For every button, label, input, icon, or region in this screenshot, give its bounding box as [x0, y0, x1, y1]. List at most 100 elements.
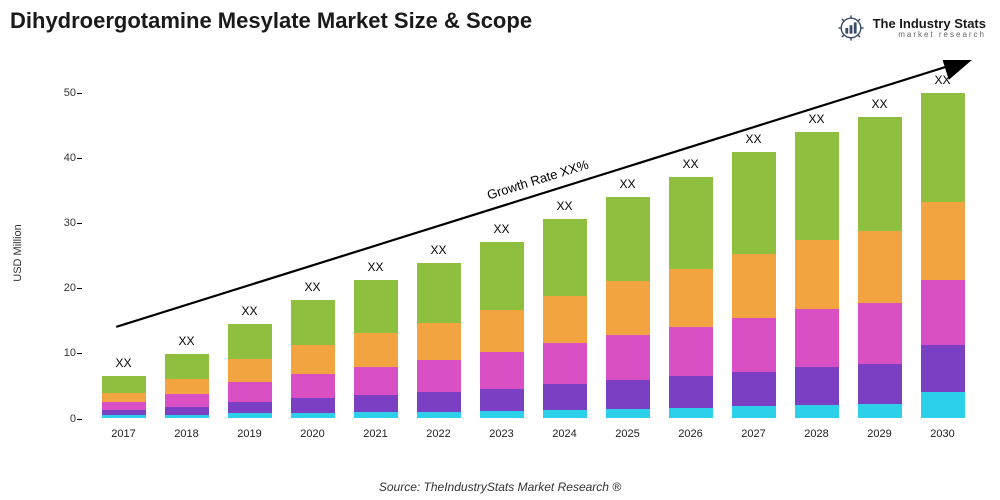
bar-value-label: XX: [808, 112, 824, 126]
bar-segment-cyan: [606, 409, 650, 418]
bar-segment-green: [732, 152, 776, 254]
page: Dihydroergotamine Mesylate Market Size &…: [0, 0, 1000, 500]
y-axis-label: USD Million: [12, 224, 24, 281]
bar-segment-magenta: [795, 309, 839, 367]
bar-slot: XX2024: [533, 60, 596, 418]
bar-segment-purple: [480, 389, 524, 411]
bar-segment-orange: [165, 379, 209, 394]
bar-category-label: 2017: [111, 428, 135, 440]
bar-value-label: XX: [115, 356, 131, 370]
bar-segment-cyan: [228, 413, 272, 418]
bar-segment-purple: [669, 376, 713, 407]
bar-segment-purple: [606, 380, 650, 409]
bar-category-label: 2030: [930, 428, 954, 440]
gear-chart-icon: [837, 14, 865, 42]
y-tick: 0: [44, 413, 76, 425]
bar-segment-purple: [732, 372, 776, 406]
bar-segment-orange: [102, 393, 146, 402]
bar-segment-green: [606, 197, 650, 282]
bar-stack: XX: [543, 219, 587, 418]
bar-segment-magenta: [543, 343, 587, 384]
bar-category-label: 2018: [174, 428, 198, 440]
bar-segment-green: [165, 354, 209, 379]
bar-stack: XX: [480, 242, 524, 418]
bar-slot: XX2029: [848, 60, 911, 418]
plot-region: XX2017XX2018XX2019XX2020XX2021XX2022XX20…: [80, 60, 986, 418]
bar-value-label: XX: [304, 280, 320, 294]
bar-value-label: XX: [871, 97, 887, 111]
bar-value-label: XX: [493, 222, 509, 236]
bar-segment-orange: [480, 310, 524, 352]
bar-category-label: 2020: [300, 428, 324, 440]
bar-segment-green: [669, 177, 713, 269]
bar-slot: XX2025: [596, 60, 659, 418]
bar-stack: XX: [291, 300, 335, 418]
bar-segment-cyan: [858, 404, 902, 418]
bar-segment-cyan: [165, 415, 209, 418]
bar-segment-purple: [291, 398, 335, 412]
bar-segment-magenta: [858, 303, 902, 364]
bar-segment-cyan: [732, 406, 776, 418]
bar-category-label: 2029: [867, 428, 891, 440]
y-tick: 50: [44, 87, 76, 99]
bar-segment-magenta: [480, 352, 524, 388]
bar-segment-purple: [354, 395, 398, 412]
bar-value-label: XX: [682, 157, 698, 171]
bar-stack: XX: [228, 324, 272, 418]
bar-segment-cyan: [543, 410, 587, 418]
bar-value-label: XX: [934, 73, 950, 87]
bar-stack: XX: [417, 263, 461, 418]
bar-slot: XX2023: [470, 60, 533, 418]
bar-stack: XX: [732, 152, 776, 418]
bar-segment-cyan: [669, 408, 713, 418]
bar-stack: XX: [606, 197, 650, 418]
bar-slot: XX2021: [344, 60, 407, 418]
bars-container: XX2017XX2018XX2019XX2020XX2021XX2022XX20…: [80, 60, 986, 418]
brand-logo: The Industry Stats market research: [837, 14, 986, 42]
bar-segment-orange: [732, 254, 776, 318]
bar-segment-orange: [417, 323, 461, 360]
bar-slot: XX2019: [218, 60, 281, 418]
bar-category-label: 2023: [489, 428, 513, 440]
bar-value-label: XX: [241, 304, 257, 318]
chart-title: Dihydroergotamine Mesylate Market Size &…: [10, 8, 532, 34]
bar-segment-green: [543, 219, 587, 296]
bar-segment-magenta: [165, 394, 209, 407]
bar-slot: XX2026: [659, 60, 722, 418]
bar-slot: XX2020: [281, 60, 344, 418]
bar-slot: XX2022: [407, 60, 470, 418]
bar-segment-purple: [858, 364, 902, 404]
bar-stack: XX: [354, 280, 398, 418]
bar-category-label: 2026: [678, 428, 702, 440]
bar-segment-purple: [228, 402, 272, 414]
y-tick: 40: [44, 152, 76, 164]
bar-segment-purple: [543, 384, 587, 409]
bar-segment-green: [480, 242, 524, 310]
brand-line2: market research: [873, 31, 986, 39]
bar-segment-purple: [921, 345, 965, 392]
y-tick: 20: [44, 282, 76, 294]
bar-category-label: 2025: [615, 428, 639, 440]
bar-category-label: 2022: [426, 428, 450, 440]
brand-text: The Industry Stats market research: [873, 17, 986, 39]
bar-segment-green: [102, 376, 146, 394]
bar-category-label: 2028: [804, 428, 828, 440]
bar-value-label: XX: [430, 243, 446, 257]
bar-segment-magenta: [669, 327, 713, 376]
brand-line1: The Industry Stats: [873, 17, 986, 31]
bar-segment-magenta: [921, 280, 965, 345]
bar-segment-green: [795, 132, 839, 241]
bar-slot: XX2028: [785, 60, 848, 418]
bar-segment-green: [858, 117, 902, 230]
bar-segment-green: [228, 324, 272, 360]
bar-stack: XX: [669, 177, 713, 418]
bar-segment-cyan: [795, 405, 839, 418]
bar-segment-green: [417, 263, 461, 323]
y-tick: 10: [44, 347, 76, 359]
bar-value-label: XX: [556, 199, 572, 213]
bar-segment-green: [291, 300, 335, 346]
bar-segment-orange: [858, 231, 902, 304]
bar-segment-green: [921, 93, 965, 202]
bar-segment-orange: [669, 269, 713, 327]
bar-stack: XX: [165, 354, 209, 418]
